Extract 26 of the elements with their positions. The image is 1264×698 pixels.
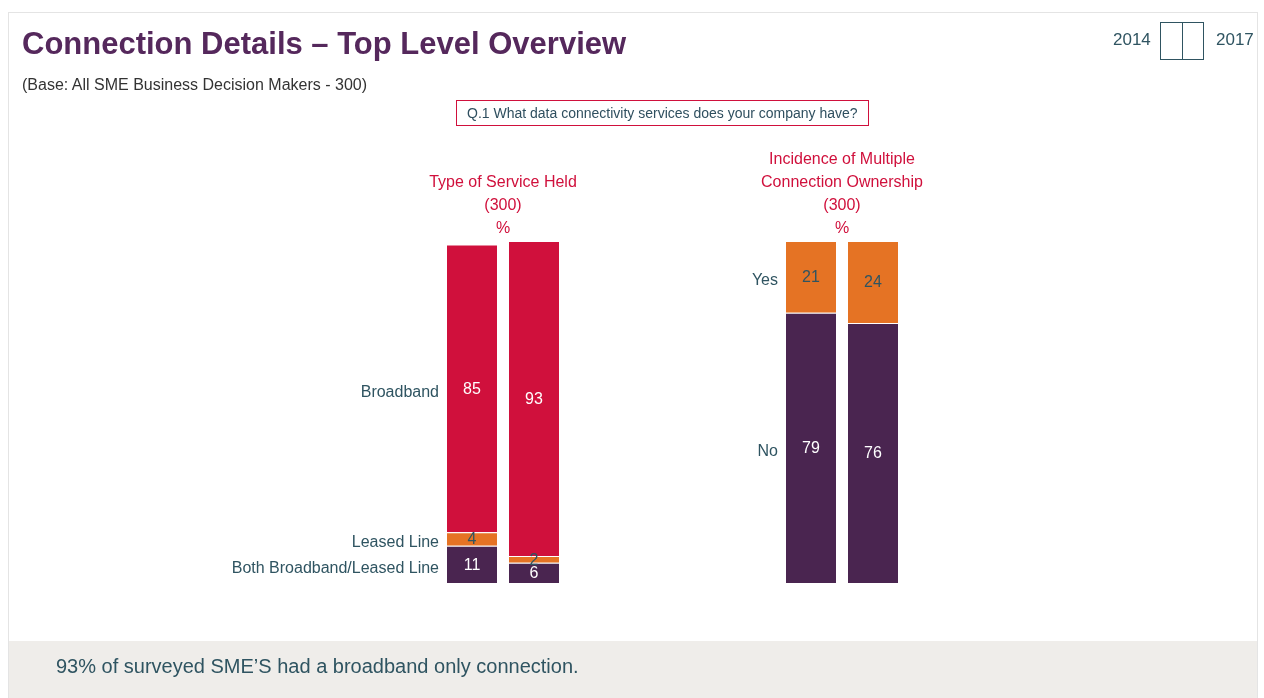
- data-label: 4: [467, 530, 477, 548]
- data-label: 93: [525, 389, 543, 407]
- text: 2017: [1216, 30, 1254, 50]
- series-label: Broadband: [360, 382, 439, 400]
- data-label: 85: [463, 379, 481, 397]
- series-label: Yes: [751, 271, 778, 289]
- chart-subtitle: (300): [484, 196, 522, 213]
- text: Connection Details – Top Level Overview: [22, 26, 627, 62]
- text: (Base: All SME Business Decision Makers - 300): [22, 76, 368, 94]
- data-label: 6: [529, 564, 539, 582]
- data-label: 21: [802, 268, 820, 286]
- data-label: 79: [802, 439, 820, 457]
- chart-subtitle: (300): [823, 196, 861, 213]
- data-label: 24: [864, 273, 882, 291]
- data-label: 11: [463, 555, 481, 573]
- text: Q.1 What data connectivity services does your company have?: [456, 100, 869, 126]
- text: 2014: [1113, 30, 1151, 50]
- series-label: Leased Line: [351, 533, 440, 551]
- y-axis-title: %: [495, 219, 511, 236]
- chart-title: Incidence of Multiple Connection Ownership: [761, 150, 924, 190]
- chart-title: Type of Service Held: [429, 173, 577, 190]
- series-label: No: [757, 442, 779, 460]
- series-label: Both Broadband/Leased Line: [231, 558, 440, 576]
- y-axis-title: %: [834, 219, 850, 236]
- text: 93% of surveyed SME’S had a broadband only connection.: [56, 655, 579, 678]
- data-label: 76: [864, 444, 882, 462]
